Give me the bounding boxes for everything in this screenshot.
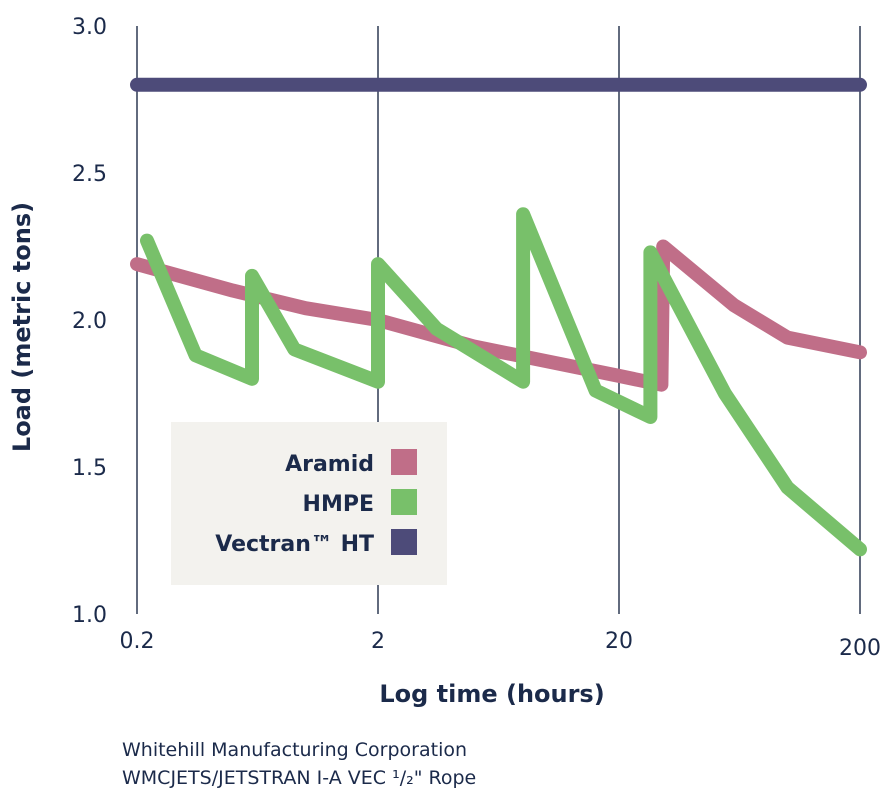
caption: Whitehill Manufacturing Corporation WMCJE… <box>122 736 476 792</box>
series-lines <box>130 77 867 557</box>
legend-swatch-aramid <box>391 449 417 475</box>
legend-swatch-vectran <box>391 529 417 555</box>
y-tick-label: 3.0 <box>72 15 107 40</box>
y-axis-label: Load (metric tons) <box>8 202 36 452</box>
x-tick-label: 0.2 <box>120 629 155 654</box>
x-tick-label: 200 <box>839 636 881 661</box>
y-tick-label: 1.5 <box>72 456 107 481</box>
x-axis-label: Log time (hours) <box>379 680 604 708</box>
y-tick-label: 2.5 <box>72 162 107 187</box>
legend: Aramid HMPE Vectran™ HT <box>171 422 447 585</box>
series-line-hmpe <box>140 207 867 557</box>
legend-swatch-hmpe <box>391 489 417 515</box>
caption-line-2: WMCJETS/JETSTRAN I-A VEC ¹/₂" Rope <box>122 767 477 789</box>
y-tick-labels: 3.0 2.5 2.0 1.5 1.0 <box>72 15 107 628</box>
x-tick-label: 2 <box>371 629 385 654</box>
y-tick-label: 1.0 <box>72 603 107 628</box>
y-tick-label: 2.0 <box>72 309 107 334</box>
x-tick-label: 20 <box>605 629 633 654</box>
x-tick-labels: 0.2 2 20 200 <box>120 629 882 661</box>
legend-label-hmpe: HMPE <box>303 492 374 517</box>
legend-label-vectran: Vectran™ HT <box>215 532 374 557</box>
legend-label-aramid: Aramid <box>285 452 374 477</box>
caption-line-1: Whitehill Manufacturing Corporation <box>122 739 468 761</box>
